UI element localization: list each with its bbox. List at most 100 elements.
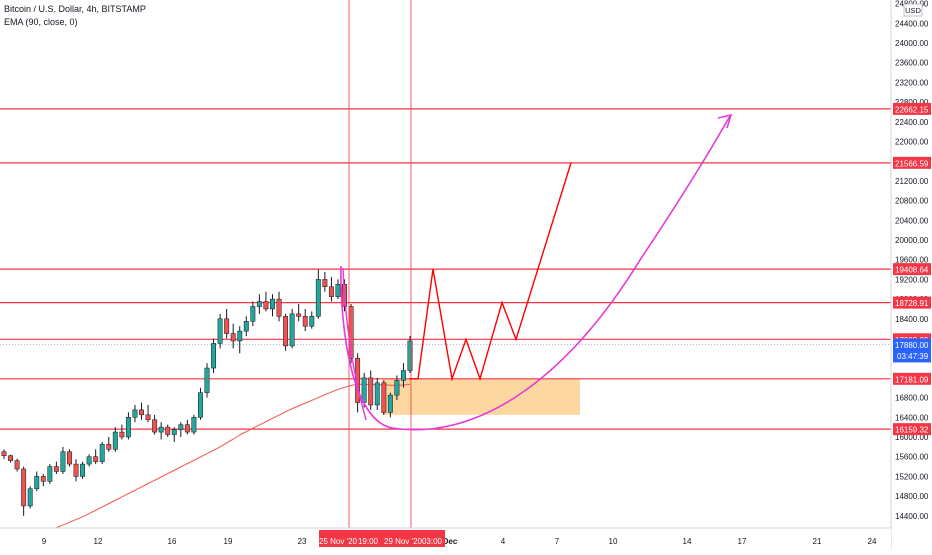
candle[interactable] bbox=[112, 427, 118, 452]
candle[interactable] bbox=[296, 304, 302, 322]
symbol-label[interactable]: Bitcoin / U.S. Dollar, 4h, BITSTAMP bbox=[4, 4, 146, 14]
candle[interactable] bbox=[119, 424, 125, 440]
candle[interactable] bbox=[47, 464, 53, 484]
candle[interactable] bbox=[374, 377, 380, 410]
candle[interactable] bbox=[60, 446, 66, 474]
candle[interactable] bbox=[34, 471, 40, 492]
candle[interactable] bbox=[283, 313, 289, 351]
level-price-tag[interactable]: 21566.59 bbox=[893, 156, 931, 169]
candle[interactable] bbox=[217, 313, 223, 349]
time-tick-label: 17 bbox=[738, 537, 747, 546]
arrow-head-icon bbox=[717, 113, 733, 129]
candle[interactable] bbox=[14, 458, 20, 472]
candle[interactable] bbox=[230, 323, 236, 349]
last-price-tag-text: 17880.00 bbox=[895, 341, 929, 350]
candle[interactable] bbox=[132, 404, 138, 423]
candle-body bbox=[106, 444, 112, 450]
candle[interactable] bbox=[158, 422, 164, 440]
candle[interactable] bbox=[40, 473, 46, 487]
candle[interactable] bbox=[401, 363, 406, 388]
candle[interactable] bbox=[302, 308, 308, 332]
cup-curve-arrow[interactable] bbox=[340, 115, 731, 431]
candle[interactable] bbox=[80, 461, 86, 479]
candle[interactable] bbox=[237, 326, 243, 354]
candle[interactable] bbox=[67, 449, 72, 467]
candle-body bbox=[171, 429, 177, 435]
candle[interactable] bbox=[21, 466, 27, 516]
price-tick-label: 24000.00 bbox=[895, 39, 929, 48]
ema-indicator-label[interactable]: EMA (90, close, 0) bbox=[4, 17, 78, 27]
candle[interactable] bbox=[335, 279, 341, 300]
level-price-tag[interactable]: 18728.91 bbox=[893, 296, 931, 309]
candle-body bbox=[368, 377, 374, 406]
candle-body bbox=[211, 343, 216, 369]
candle[interactable] bbox=[309, 311, 315, 329]
candle[interactable] bbox=[204, 363, 210, 398]
candle[interactable] bbox=[407, 336, 413, 373]
candle[interactable] bbox=[387, 392, 393, 418]
candle-body bbox=[184, 424, 190, 433]
candle[interactable] bbox=[145, 404, 151, 423]
candle[interactable] bbox=[125, 412, 131, 440]
candle-body bbox=[401, 370, 406, 381]
candle[interactable] bbox=[93, 449, 99, 465]
candle[interactable] bbox=[394, 375, 400, 401]
candle[interactable] bbox=[86, 454, 92, 467]
candle[interactable] bbox=[368, 370, 374, 410]
price-tick-label: 23600.00 bbox=[895, 59, 929, 68]
candle[interactable] bbox=[73, 459, 79, 482]
candle[interactable] bbox=[139, 402, 144, 420]
level-price-tag[interactable]: 22662.15 bbox=[893, 102, 931, 115]
candle[interactable] bbox=[381, 380, 387, 415]
candle[interactable] bbox=[315, 269, 321, 319]
candle[interactable] bbox=[1, 449, 7, 460]
candle[interactable] bbox=[8, 454, 13, 463]
price-tick-label: 15600.00 bbox=[895, 453, 929, 462]
candle[interactable] bbox=[256, 294, 262, 314]
last-price-tag[interactable]: 17880.00 03:47:39 bbox=[893, 338, 931, 363]
time-tick-label: 10 bbox=[609, 537, 618, 546]
candle[interactable] bbox=[99, 441, 105, 465]
candle[interactable] bbox=[191, 414, 197, 435]
candle[interactable] bbox=[250, 301, 256, 327]
demand-zone[interactable] bbox=[382, 378, 580, 415]
level-price-tag-box bbox=[893, 423, 931, 436]
candle[interactable] bbox=[322, 272, 328, 292]
price-tick-label: 18400.00 bbox=[895, 315, 929, 324]
candle[interactable] bbox=[106, 437, 112, 452]
candle[interactable] bbox=[211, 338, 216, 373]
candle[interactable] bbox=[165, 424, 171, 437]
price-tick-label: 15200.00 bbox=[895, 472, 929, 481]
candle[interactable] bbox=[289, 308, 295, 349]
ema-90-line[interactable] bbox=[49, 383, 411, 532]
candle[interactable] bbox=[53, 461, 59, 474]
candle[interactable] bbox=[243, 316, 249, 337]
candle[interactable] bbox=[328, 276, 334, 302]
candle[interactable] bbox=[263, 291, 269, 312]
candle[interactable] bbox=[224, 308, 230, 339]
level-price-tag-text: 18728.91 bbox=[895, 299, 929, 308]
candle-body bbox=[125, 417, 131, 438]
candle[interactable] bbox=[198, 387, 203, 420]
candle-body bbox=[361, 377, 367, 403]
candle[interactable] bbox=[171, 427, 177, 442]
time-range-highlight[interactable] bbox=[319, 530, 445, 547]
plot-area[interactable] bbox=[0, 0, 891, 528]
candle[interactable] bbox=[184, 419, 190, 435]
level-price-tag[interactable]: 19408.64 bbox=[893, 263, 931, 276]
candle-body bbox=[224, 318, 230, 334]
last-price-tag-box bbox=[893, 338, 931, 363]
candle[interactable] bbox=[276, 291, 282, 322]
level-price-tag[interactable]: 16159.32 bbox=[893, 423, 931, 436]
candle[interactable] bbox=[27, 486, 33, 509]
level-price-tag[interactable]: 17181.09 bbox=[893, 372, 931, 385]
price-projection-path[interactable] bbox=[409, 162, 572, 382]
candle[interactable] bbox=[152, 414, 158, 435]
time-tick-label: 9 bbox=[42, 537, 47, 546]
time-axis[interactable] bbox=[0, 528, 891, 550]
candle[interactable] bbox=[178, 422, 184, 437]
candle-body bbox=[374, 382, 380, 406]
candle[interactable] bbox=[270, 294, 275, 317]
